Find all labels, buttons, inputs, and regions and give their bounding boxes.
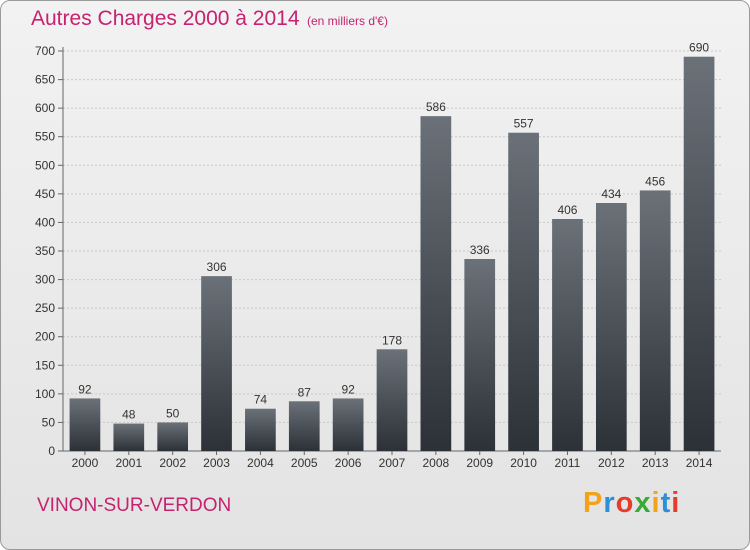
bar: [639, 190, 671, 451]
data-label: 336: [470, 243, 490, 257]
data-label: 92: [78, 382, 92, 396]
y-tick-label: 700: [35, 44, 55, 58]
y-tick-label: 100: [35, 387, 55, 401]
x-tick-label: 2006: [335, 456, 362, 470]
city-name: VINON-SUR-VERDON: [37, 495, 232, 516]
logo-letter: i: [651, 487, 661, 519]
bar: [595, 203, 627, 451]
x-tick-label: 2009: [466, 456, 493, 470]
proxiti-logo: Proxiti: [583, 487, 680, 520]
y-tick-label: 500: [35, 158, 55, 172]
x-tick-label: 2001: [115, 456, 142, 470]
y-tick-label: 350: [35, 244, 55, 258]
x-tick-label: 2003: [203, 456, 230, 470]
logo-letter: i: [671, 487, 681, 519]
bar: [332, 398, 364, 451]
y-tick-label: 450: [35, 187, 55, 201]
data-label: 87: [298, 385, 312, 399]
y-tick-label: 250: [35, 301, 55, 315]
bar: [288, 401, 320, 451]
y-tick-label: 550: [35, 130, 55, 144]
y-tick-label: 300: [35, 273, 55, 287]
bar: [69, 398, 101, 451]
y-tick-label: 600: [35, 101, 55, 115]
data-label: 456: [645, 174, 665, 188]
data-label: 690: [689, 41, 709, 55]
y-tick-label: 50: [42, 415, 56, 429]
bar: [683, 56, 715, 451]
x-tick-label: 2014: [686, 456, 713, 470]
x-tick-label: 2007: [379, 456, 406, 470]
data-label: 557: [514, 117, 534, 131]
data-label: 178: [382, 333, 402, 347]
logo-letter: o: [615, 487, 635, 519]
data-label: 74: [254, 393, 268, 407]
bar: [376, 349, 408, 451]
bar: [552, 219, 583, 451]
logo-letter: r: [603, 487, 616, 519]
data-label: 48: [122, 408, 136, 422]
y-tick-label: 400: [35, 215, 55, 229]
x-tick-label: 2002: [159, 456, 186, 470]
y-tick-label: 200: [35, 330, 55, 344]
logo-letter: t: [660, 487, 672, 519]
data-label: 50: [166, 406, 180, 420]
data-label: 306: [207, 260, 227, 274]
bar: [201, 276, 232, 451]
bar: [420, 116, 452, 452]
x-tick-label: 2011: [555, 456, 581, 470]
data-label: 586: [426, 100, 446, 114]
logo-letter: P: [583, 487, 604, 519]
data-label: 92: [341, 382, 355, 396]
chart-title: Autres Charges 2000 à 2014: [31, 7, 300, 30]
data-label: 406: [557, 203, 577, 217]
x-tick-label: 2012: [598, 456, 625, 470]
data-label: 434: [601, 187, 621, 201]
y-tick-label: 150: [35, 358, 55, 372]
y-tick-label: 650: [35, 73, 55, 87]
x-tick-label: 2000: [72, 456, 99, 470]
bar: [464, 259, 496, 451]
bar: [157, 422, 189, 451]
x-tick-label: 2013: [642, 456, 669, 470]
logo-letter: x: [634, 487, 652, 519]
x-tick-label: 2010: [510, 456, 537, 470]
y-tick-label: 0: [48, 444, 55, 458]
bar: [113, 423, 145, 451]
chart-subtitle: (en milliers d'€): [307, 14, 388, 28]
x-tick-label: 2008: [423, 456, 450, 470]
x-tick-label: 2004: [247, 456, 274, 470]
x-tick-label: 2005: [291, 456, 318, 470]
bar: [245, 408, 276, 451]
bar: [508, 132, 539, 451]
